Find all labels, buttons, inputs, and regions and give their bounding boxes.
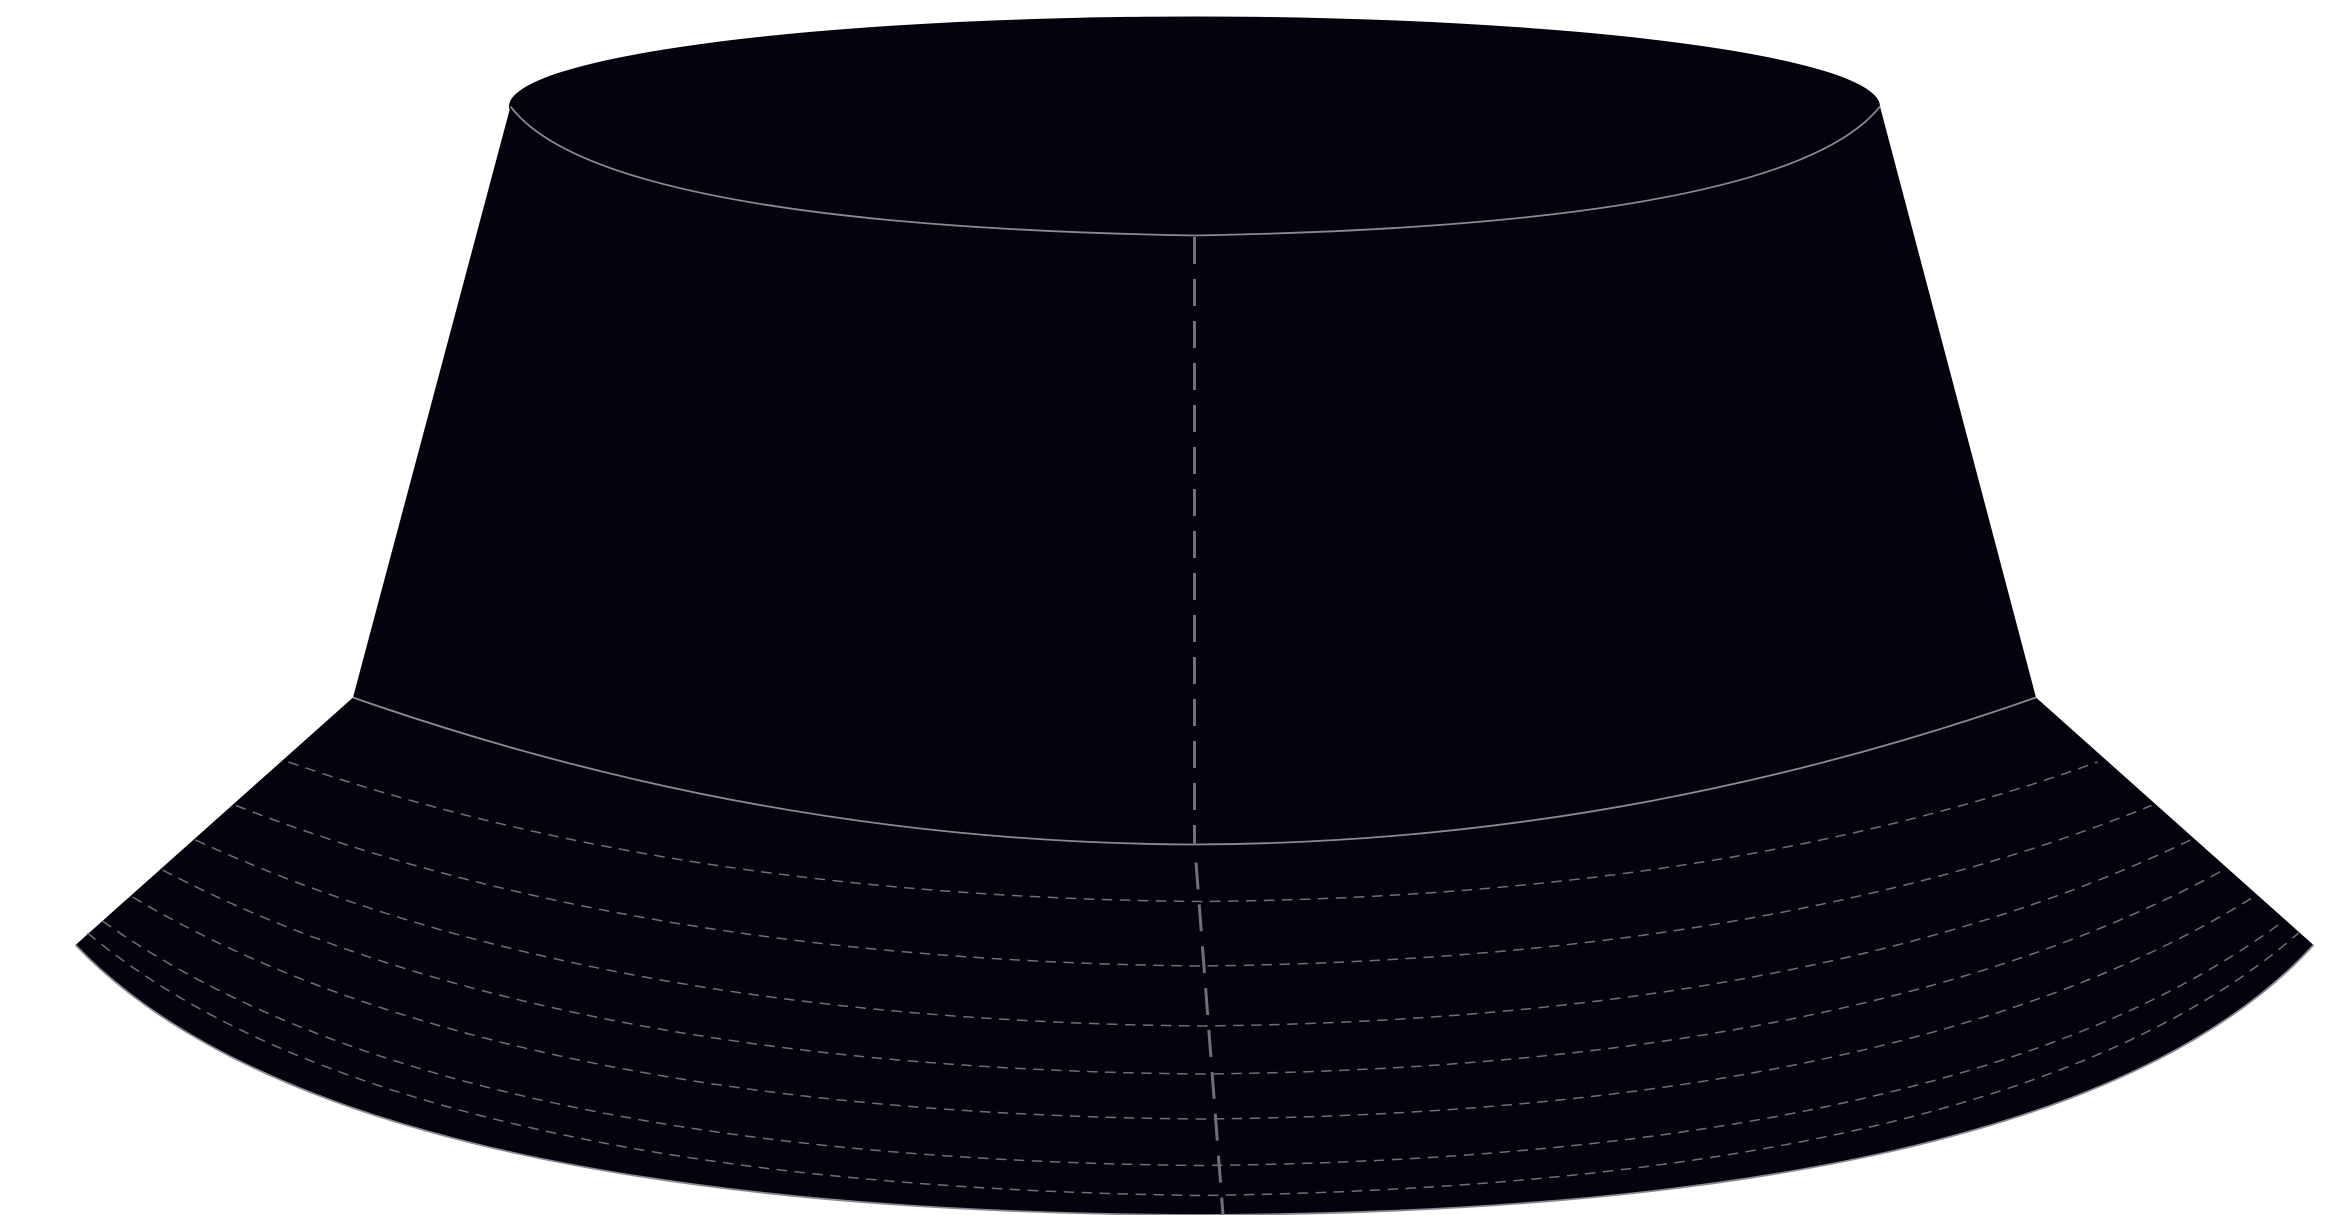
brim-stitch-row [132, 896, 2254, 1120]
brim-edge-line [74, 944, 2315, 1215]
brim-stitch-row [162, 869, 2224, 1075]
hat-brim [75, 697, 2314, 1215]
center-seam-brim [1194, 862, 1225, 1215]
hat-top [509, 16, 1880, 197]
brim-stitch-row [288, 761, 2098, 903]
hat-crown [353, 106, 2036, 845]
brim-stitch-row [102, 920, 2284, 1167]
top-seam-line [509, 105, 1881, 237]
brim-stitch-rows [87, 761, 2299, 1197]
brim-stitch-row [195, 839, 2191, 1027]
